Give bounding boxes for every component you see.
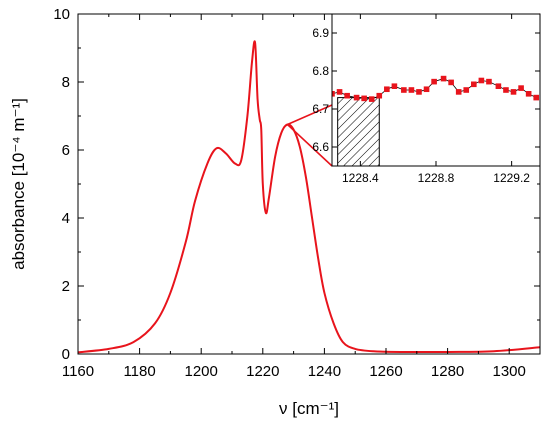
inset-data-point: [518, 85, 524, 91]
x-tick-label: 1220: [246, 363, 279, 380]
inset-data-point: [495, 83, 502, 89]
inset-y-tick-label: 6.9: [312, 26, 329, 40]
inset-hatched-region: [337, 97, 380, 167]
inset-data-point: [384, 86, 390, 93]
inset-y-tick-label: 6.6: [312, 140, 329, 154]
main-plot: 1160 1180 1200 1220 1240 1260 1280 1300 0 2 4 6 8 10: [53, 6, 541, 380]
y-axis-label: absorbance [10⁻⁴ m⁻¹]: [9, 98, 28, 270]
main-absorbance-line: [78, 40, 540, 354]
y-tick-label: 6: [62, 142, 70, 159]
inset-series: [332, 75, 540, 102]
inset-plot-frame: [331, 13, 541, 167]
inset-data-point: [368, 96, 375, 102]
y-tick-label: 0: [62, 346, 70, 363]
inset-data-point: [471, 81, 477, 88]
inset-data-point: [503, 87, 509, 93]
inset-data-point: [533, 94, 540, 101]
x-tick-label: 1260: [369, 363, 402, 380]
inset-axis-ticks: 1228.4 1228.8 1229.2 6.6 6.7 6.8 6.9: [312, 14, 540, 185]
y-tick-label: 8: [62, 74, 70, 91]
inset-data-point: [344, 92, 350, 99]
x-tick-label: 1280: [431, 363, 464, 380]
inset-data-point: [416, 89, 422, 95]
inset-plot: 1228.4 1228.8 1229.2 6.6 6.7 6.8 6.9: [312, 13, 541, 185]
inset-data-point: [510, 89, 517, 95]
inset-data-point: [440, 75, 447, 82]
x-tick-label: 1200: [185, 363, 218, 380]
inset-x-tick-label: 1228.4: [342, 171, 379, 185]
inset-data-point: [478, 77, 485, 84]
main-plot-frame: [77, 13, 541, 355]
inset-data-point: [336, 89, 343, 95]
inset-data-point: [463, 87, 470, 93]
inset-data-point: [332, 91, 335, 97]
zoom-connector-line: [286, 123, 333, 167]
inset-data-point: [391, 83, 398, 89]
inset-x-tick-label: 1229.2: [493, 171, 530, 185]
inset-data-point: [455, 89, 462, 95]
inset-data-point: [408, 87, 415, 93]
y-tick-label: 10: [53, 6, 70, 23]
x-axis-label: ν [cm⁻¹]: [279, 399, 339, 418]
y-tick-label: 4: [62, 210, 70, 227]
y-tick-label: 2: [62, 278, 70, 295]
inset-data-point: [448, 79, 454, 86]
inset-data-point: [361, 95, 367, 102]
inset-data-point: [525, 91, 532, 97]
inset-y-tick-label: 6.7: [312, 102, 329, 116]
inset-data-point: [431, 78, 437, 85]
inset-data-point: [376, 92, 383, 99]
inset-data-point: [486, 78, 492, 85]
inset-data-point: [353, 94, 360, 101]
x-tick-label: 1160: [62, 363, 94, 380]
inset-y-tick-label: 6.8: [312, 64, 329, 78]
main-axis-ticks: 1160 1180 1200 1220 1240 1260 1280 1300 0 2 4 6 8 10: [53, 6, 540, 380]
inset-data-point: [423, 86, 430, 93]
x-tick-label: 1180: [123, 363, 155, 380]
x-tick-label: 1240: [308, 363, 341, 380]
inset-x-tick-label: 1228.8: [418, 171, 455, 185]
x-tick-label: 1300: [493, 363, 526, 380]
inset-data-point: [401, 87, 407, 93]
